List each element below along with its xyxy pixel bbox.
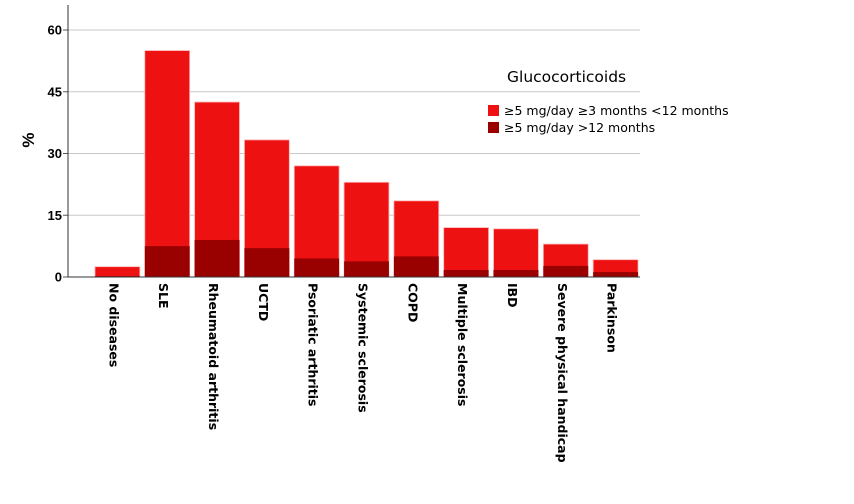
legend-label: ≥5 mg/day ≥3 months <12 months: [504, 103, 729, 118]
legend-label: ≥5 mg/day >12 months: [504, 120, 655, 135]
y-tick-label: 0: [55, 270, 62, 285]
y-tick-label: 45: [48, 84, 62, 99]
bar-series2-8: [493, 270, 539, 277]
bars: [94, 50, 639, 278]
x-tick-label: UCTD: [256, 283, 271, 321]
x-tick-label: SLE: [156, 283, 171, 309]
x-tick-label: IBD: [505, 283, 520, 308]
bar-series2-6: [393, 256, 439, 277]
legend-title: Glucocorticoids: [507, 68, 626, 86]
legend-swatch: [488, 122, 499, 133]
x-tick-label: Parkinson: [605, 283, 620, 353]
axes: [67, 5, 640, 278]
y-tick-label: 30: [48, 146, 62, 161]
bar-series2-2: [194, 239, 240, 277]
x-tick-label: No diseases: [106, 283, 121, 367]
bar-series2-5: [344, 261, 389, 277]
bar-series2-9: [543, 265, 589, 277]
x-tick-label: Rheumatoid arthritis: [206, 283, 221, 430]
x-tick-label: Psoriatic arthritis: [306, 283, 321, 407]
bar-series2-3: [244, 248, 290, 277]
bar-series1-7: [443, 227, 489, 278]
x-tick-label: Severe physical handicap: [555, 283, 570, 463]
bar-series1-0: [94, 266, 141, 278]
legend-swatch: [488, 105, 499, 116]
bar-series2-10: [593, 272, 639, 277]
x-tick-labels: No diseases SLE Rheumatoid arthritis UCTD Ps…: [106, 283, 619, 463]
y-tick-label: 15: [48, 208, 62, 223]
bar-series1-5: [343, 181, 390, 278]
legend: Glucocorticoids ≥5 mg/day ≥3 months <12 …: [488, 68, 729, 135]
bar-series1-8: [493, 228, 539, 278]
bar-series2-4: [294, 258, 340, 277]
y-tick-labels: 0 15 30 45 60: [48, 23, 62, 285]
bar-series1-1: [144, 50, 191, 278]
y-axis-label: %: [19, 132, 38, 147]
x-tick-label: COPD: [405, 283, 420, 322]
y-tick-label: 60: [48, 23, 62, 38]
bar-series2-7: [443, 270, 489, 277]
x-tick-label: Systemic sclerosis: [356, 283, 371, 413]
bar-series2-1: [144, 246, 190, 277]
x-tick-label: Multiple sclerosis: [455, 283, 470, 406]
